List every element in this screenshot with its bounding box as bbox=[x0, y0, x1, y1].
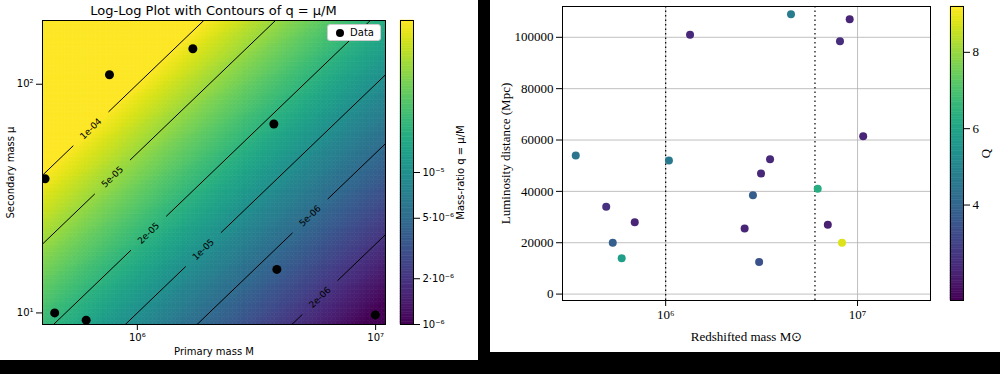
svg-text:0: 0 bbox=[547, 286, 554, 301]
svg-text:2e-05: 2e-05 bbox=[136, 221, 162, 246]
svg-text:4: 4 bbox=[973, 197, 980, 212]
svg-text:10⁶: 10⁶ bbox=[129, 332, 146, 343]
svg-text:Luminosity distance (Mpc): Luminosity distance (Mpc) bbox=[498, 83, 513, 225]
html-text:Data: Data bbox=[350, 27, 374, 38]
svg-text:1e-04: 1e-04 bbox=[78, 116, 104, 141]
svg-text:Primary mass M: Primary mass M bbox=[174, 346, 254, 357]
svg-text:2e-06: 2e-06 bbox=[307, 285, 333, 310]
svg-text:5e-06: 5e-06 bbox=[297, 203, 323, 228]
svg-text:100000: 100000 bbox=[515, 29, 554, 44]
svg-text:5·10⁻⁶: 5·10⁻⁶ bbox=[423, 212, 455, 223]
svg-text:5e-05: 5e-05 bbox=[99, 164, 125, 189]
svg-text:10⁶: 10⁶ bbox=[657, 307, 675, 322]
svg-text:Mass-ratio q = μ/M: Mass-ratio q = μ/M bbox=[455, 125, 466, 219]
svg-text:2·10⁻⁶: 2·10⁻⁶ bbox=[423, 273, 455, 284]
svg-text:10¹: 10¹ bbox=[17, 307, 34, 318]
svg-text:10⁷: 10⁷ bbox=[849, 307, 867, 322]
svg-text:60000: 60000 bbox=[521, 132, 554, 147]
svg-text:20000: 20000 bbox=[521, 235, 554, 250]
svg-text:1e-05: 1e-05 bbox=[190, 237, 216, 262]
svg-text:Redshifted mass M⊙: Redshifted mass M⊙ bbox=[691, 329, 802, 344]
svg-text:10⁻⁶: 10⁻⁶ bbox=[423, 319, 445, 330]
svg-text:40000: 40000 bbox=[521, 184, 554, 199]
svg-text:10²: 10² bbox=[17, 78, 34, 89]
svg-text:80000: 80000 bbox=[521, 81, 554, 96]
svg-text:10⁷: 10⁷ bbox=[367, 332, 384, 343]
html-text:Log-Log Plot with Contours of: Log-Log Plot with Contours of q = μ/M bbox=[90, 3, 337, 18]
svg-text:10⁻⁵: 10⁻⁵ bbox=[423, 167, 445, 178]
svg-text:Secondary mass μ: Secondary mass μ bbox=[5, 126, 16, 219]
svg-text:8: 8 bbox=[973, 44, 980, 59]
svg-text:Q: Q bbox=[978, 148, 993, 158]
svg-text:6: 6 bbox=[973, 121, 980, 136]
